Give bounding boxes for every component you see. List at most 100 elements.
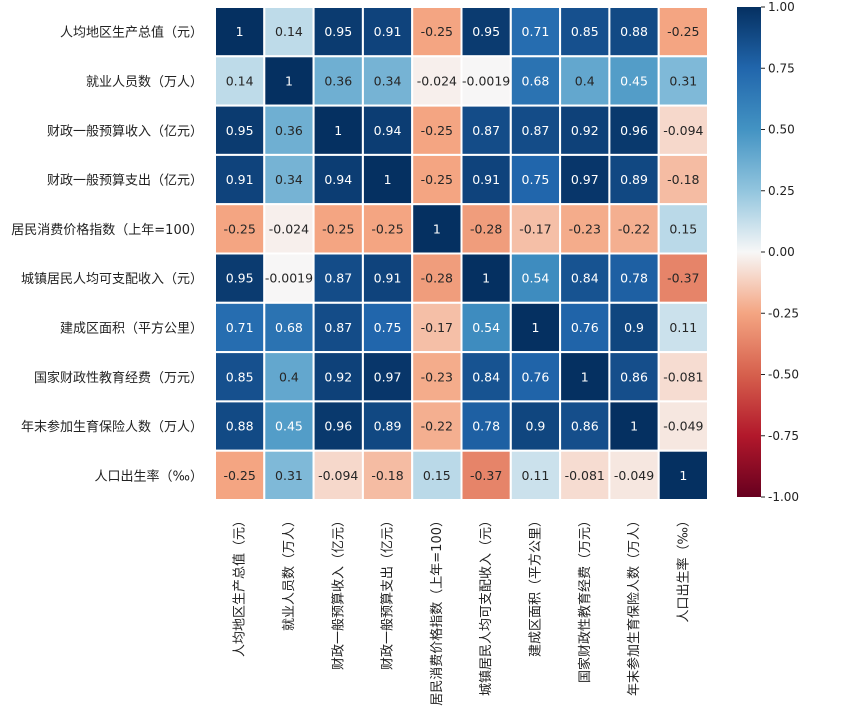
heatmap-cell [361,449,414,502]
heatmap-cell [411,252,463,304]
heatmap-cell-label: 0.34 [374,73,402,88]
colorbar-tick-label: -1.00 [768,490,799,504]
heatmap-cell [411,400,463,452]
heatmap-cell [263,104,315,156]
heatmap-cell [460,449,512,502]
heatmap-cell-label: 0.95 [226,123,254,138]
heatmap-cell [509,55,562,107]
heatmap-cell [657,400,710,452]
heatmap-cell-label: -0.22 [618,221,650,236]
y-tick-label: 居民消费价格指数（上年=100） [11,222,203,238]
heatmap-cell-label: 0.89 [374,419,402,434]
heatmap-cell [509,153,562,206]
heatmap-cell [657,104,710,156]
heatmap-cell [559,301,611,354]
heatmap-cell-label: 0.89 [620,172,648,187]
heatmap-cell [509,104,562,156]
heatmap-cell-label: 0.85 [571,24,599,39]
heatmap-cell-label: 0.14 [226,73,254,88]
heatmap-cell-label: 0.68 [522,73,550,88]
heatmap-cell-label: 1 [531,320,539,335]
heatmap-cell-label: 0.94 [324,172,352,187]
heatmap-cell [214,449,266,502]
heatmap-cell [263,400,315,452]
x-tick-label: 人口出生率（‰） [675,514,691,622]
heatmap-cell-label: -0.081 [663,369,703,384]
heatmap-cell-label: 1 [285,73,293,88]
x-tick-label: 城镇居民人均可支配收入（元） [479,514,494,696]
y-tick-label: 财政一般预算支出（亿元） [47,173,203,189]
heatmap-cell [657,351,710,403]
heatmap-cell-label: 0.85 [226,369,254,384]
heatmap-cell [460,6,512,58]
heatmap-cell-label: -0.049 [663,419,703,434]
heatmap-cell-label: 0.45 [620,73,648,88]
y-tick-label: 国家财政性教育经费（万元） [34,370,203,386]
heatmap-cell-label: 0.96 [324,419,352,434]
heatmap-cell-label: 0.14 [275,24,303,39]
heatmap-cell-label: 0.4 [279,369,299,384]
heatmap-cell-label: -0.37 [667,271,699,286]
heatmap-cell-label: 1 [630,419,638,434]
heatmap-cell-label: 0.76 [522,369,550,384]
heatmap-cell [657,449,710,502]
heatmap-cell-label: 0.45 [275,419,303,434]
heatmap-cell-label: -0.37 [470,468,502,483]
heatmap-cell-label: 0.97 [571,172,599,187]
y-tick-label: 城镇居民人均可支配收入（元） [21,272,203,287]
heatmap-cell-label: 0.91 [226,172,254,187]
heatmap-cell-label: -0.25 [421,172,453,187]
heatmap-cell [214,400,266,452]
heatmap-cell [460,153,512,206]
heatmap-cell-label: -0.17 [519,221,551,236]
heatmap-cell-label: 0.91 [374,24,402,39]
heatmap-cell-label: -0.17 [421,320,453,335]
heatmap-cell-label: 0.34 [275,172,303,187]
heatmap-cell [608,104,660,156]
y-tick-label: 就业人员数（万人） [86,75,203,90]
heatmap-cell-label: 0.15 [669,221,697,236]
heatmap-cell [460,301,512,354]
heatmap-cell-label: -0.25 [371,221,403,236]
heatmap-cell [263,55,315,107]
x-tick-label: 财政一般预算支出（亿元） [380,514,396,670]
heatmap-cell-label: -0.024 [269,221,309,236]
heatmap-cell-label: -0.024 [417,73,457,88]
y-tick-label: 年末参加生育保险人数（万人） [21,419,203,435]
heatmap-cell-label: 1 [482,271,490,286]
heatmap-cell-label: -0.28 [470,221,502,236]
heatmap-cell-label: -0.25 [421,123,453,138]
heatmap-cell-label: 0.78 [620,271,648,286]
heatmap-cell-label: 1 [334,123,342,138]
heatmap-cell [608,252,660,304]
heatmap-cell [361,55,414,107]
heatmap-cell-label: 0.88 [226,419,254,434]
heatmap-cell [411,351,463,403]
heatmap-cell [608,55,660,107]
heatmap-cell [608,351,660,403]
colorbar-gradient [737,7,761,497]
heatmap-cell-label: 1 [581,369,589,384]
heatmap-cell-label: 0.92 [324,369,352,384]
heatmap-cell [214,153,266,206]
heatmap-cell-label: -0.094 [663,123,703,138]
heatmap-cell-label: 1 [384,172,392,187]
heatmap-cell [361,301,414,354]
heatmap-cell-label: 0.86 [620,369,648,384]
heatmap-cell-label: 0.87 [522,123,550,138]
heatmap-cell-label: -0.0019 [462,73,510,88]
heatmap-cell [608,449,660,502]
heatmap-cell-label: -0.23 [421,369,453,384]
heatmap-cell [361,252,414,304]
heatmap-cell-label: 0.9 [526,419,546,434]
heatmap-cell [608,400,660,452]
heatmap-cell-label: 0.11 [669,320,697,335]
y-tick-label: 财政一般预算收入（亿元） [47,123,203,139]
x-tick-label: 就业人员数（万人） [282,514,297,631]
colorbar-tick-label: -0.75 [768,429,799,443]
colorbar: 1.00 0.75 0.50 0.25 0.00 -0.25 -0.50 -0.75 -1.00 [737,0,799,504]
colorbar-tick-label: 1.00 [768,0,795,14]
heatmap-cell [657,55,710,107]
heatmap-cell-label: -0.25 [421,24,453,39]
heatmap-cell-label: 0.96 [620,123,648,138]
